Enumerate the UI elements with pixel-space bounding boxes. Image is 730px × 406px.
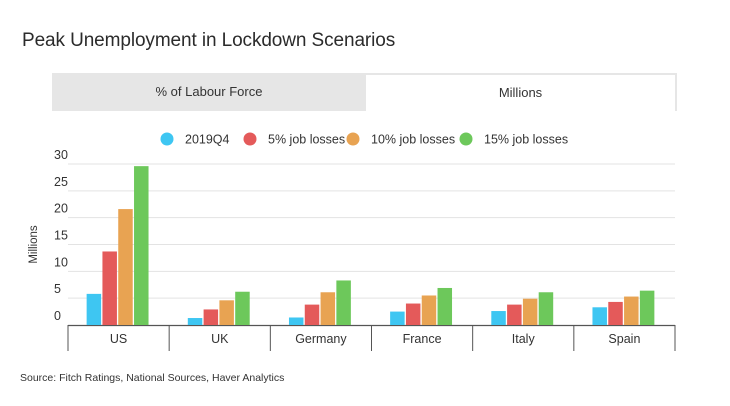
bar-uk-4: [235, 291, 250, 325]
legend-marker: [243, 132, 257, 146]
bar-uk-3: [219, 300, 234, 325]
y-tick-label: 0: [54, 309, 61, 323]
bar-spain-1: [592, 307, 607, 325]
chart-title: Peak Unemployment in Lockdown Scenarios: [22, 30, 396, 51]
tab-bar: % of Labour Force Millions: [52, 73, 677, 111]
bar-germany-3: [320, 292, 336, 325]
x-tick-label: Italy: [512, 332, 536, 346]
legend-marker: [346, 132, 360, 146]
legend-label[interactable]: 5% job losses: [268, 133, 345, 147]
legend-label[interactable]: 15% job losses: [484, 133, 568, 147]
bar-us-2: [102, 251, 117, 325]
y-tick-label: 25: [54, 175, 68, 189]
x-tick-label: Germany: [295, 332, 347, 346]
bar-italy-1: [491, 311, 506, 325]
bar-france-4: [437, 287, 453, 325]
y-axis-label: Millions: [28, 225, 40, 264]
legend-label[interactable]: 2019Q4: [185, 133, 230, 147]
tab-bar-edge: [675, 73, 677, 111]
bar-us-3: [118, 209, 133, 325]
bar-germany-4: [336, 280, 351, 325]
x-tick-label: France: [403, 332, 442, 346]
tab-millions[interactable]: Millions: [366, 75, 675, 111]
bar-spain-2: [608, 301, 623, 325]
x-tick-label: UK: [211, 332, 229, 346]
bar-us-4: [134, 166, 149, 325]
bar-us-1: [86, 293, 102, 325]
bar-spain-4: [639, 290, 655, 325]
legend-label[interactable]: 10% job losses: [371, 133, 455, 147]
legend-marker: [459, 132, 473, 146]
x-tick-label: US: [110, 332, 127, 346]
y-tick-label: 30: [54, 148, 68, 162]
source-note: Source: Fitch Ratings, National Sources,…: [20, 372, 285, 384]
bar-france-3: [421, 295, 437, 325]
y-tick-label: 5: [54, 282, 61, 296]
y-tick-label: 15: [54, 229, 68, 243]
bar-spain-3: [624, 296, 639, 325]
bar-germany-2: [304, 304, 320, 325]
bar-france-2: [405, 303, 421, 325]
y-tick-label: 20: [54, 202, 68, 216]
bar-germany-1: [288, 317, 304, 325]
bar-italy-3: [522, 298, 538, 325]
tab-percent-labour-force[interactable]: % of Labour Force: [52, 73, 366, 111]
bar-uk-2: [203, 309, 219, 325]
y-tick-label: 10: [54, 255, 68, 269]
bar-italy-4: [538, 292, 554, 325]
x-tick-label: Spain: [608, 332, 640, 346]
bar-italy-2: [507, 304, 522, 325]
bar-france-1: [390, 311, 405, 325]
legend-marker: [160, 132, 174, 146]
bar-uk-1: [187, 318, 203, 325]
